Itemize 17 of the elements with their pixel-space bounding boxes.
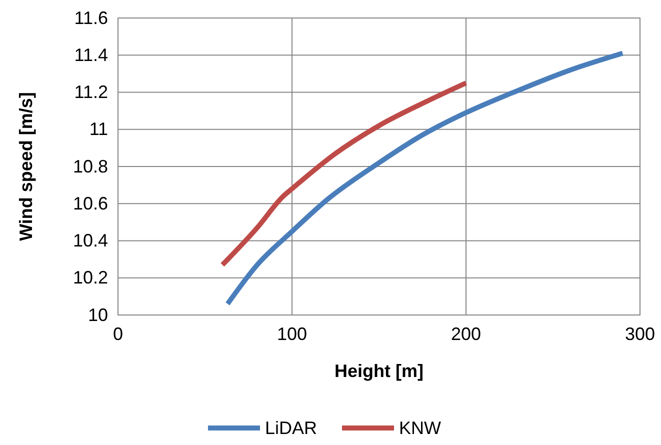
y-tick-label: 10.4 (72, 230, 108, 251)
y-axis-title: Wind speed [m/s] (16, 92, 36, 241)
x-axis-title: Height [m] (334, 361, 424, 381)
x-tick-label: 0 (112, 324, 124, 344)
y-tick-label: 10.8 (72, 156, 108, 176)
x-tick-label: 100 (276, 324, 308, 344)
x-tick-label: 300 (624, 324, 656, 344)
y-tick-label: 10.6 (72, 193, 108, 214)
y-tick-label: 10.2 (72, 268, 108, 288)
x-tick-label: 200 (450, 324, 482, 344)
y-tick-label: 11.2 (74, 82, 108, 102)
y-tick-label: 11.6 (74, 8, 108, 28)
y-tick-label: 11.4 (74, 44, 108, 65)
legend-label: LiDAR (265, 418, 318, 438)
y-tick-label: 10 (88, 304, 108, 325)
y-tick-label: 11 (89, 119, 108, 140)
legend-label: KNW (399, 418, 442, 438)
